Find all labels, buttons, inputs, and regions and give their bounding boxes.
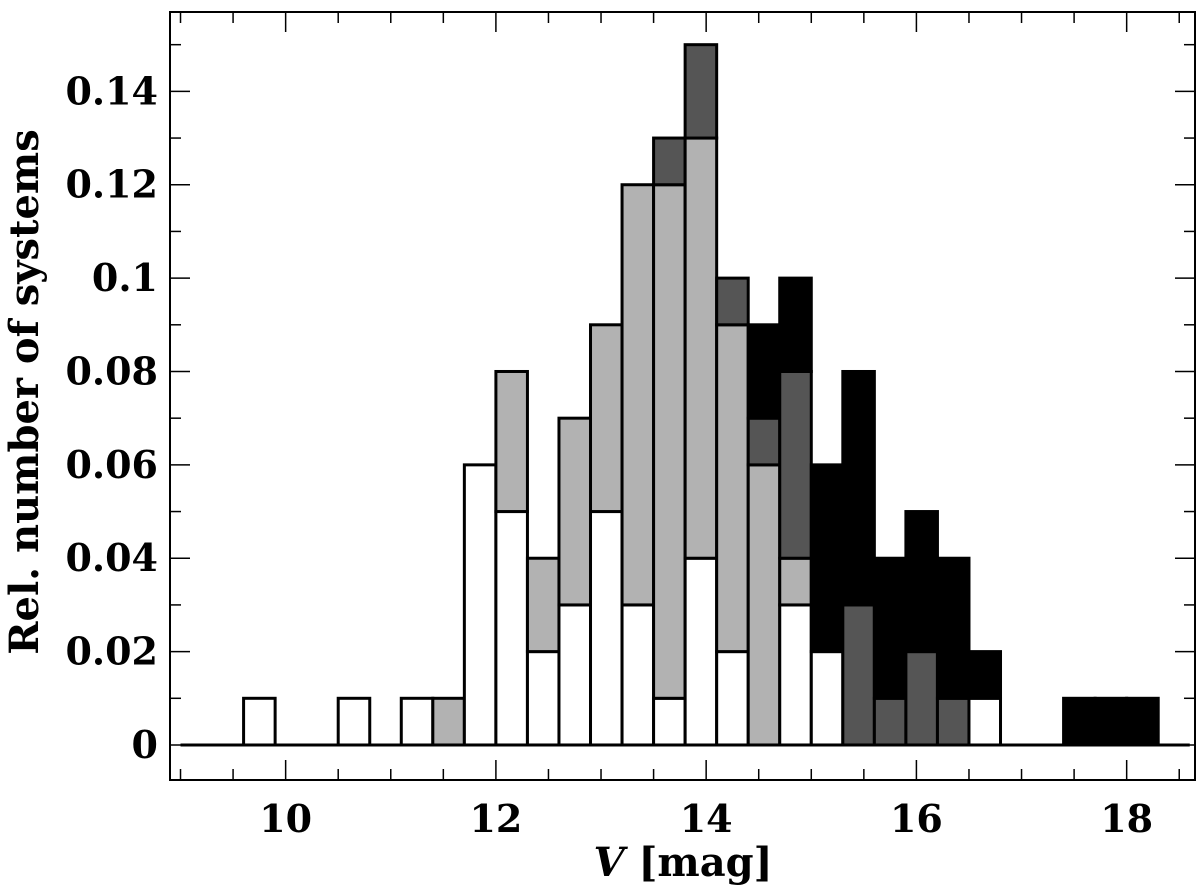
bar-segment-4 xyxy=(872,556,908,700)
y-axis-label: Rel. number of systems xyxy=(1,129,48,655)
y-tick-label: 0 xyxy=(132,722,158,767)
y-tick-label: 0.02 xyxy=(65,629,158,674)
bar-segment-2 xyxy=(620,183,656,607)
y-tick-labels: 0 0.02 0.04 0.06 0.08 0.1 0.12 0.14 xyxy=(65,68,158,767)
bar-segment-1 xyxy=(683,556,719,747)
bar-segment-4 xyxy=(746,323,782,420)
bar-segment-2 xyxy=(557,416,593,607)
bar-segment-1 xyxy=(620,603,656,747)
bar-segment-3 xyxy=(778,369,813,560)
bar-segment-1 xyxy=(399,696,435,747)
x-axis-label-unit: [mag] xyxy=(638,839,772,886)
bar-segment-4 xyxy=(1093,696,1129,747)
bar-segment-2 xyxy=(683,136,719,560)
x-tick-label: 12 xyxy=(469,796,522,841)
y-tick-label: 0.08 xyxy=(65,348,158,393)
bar-segment-1 xyxy=(715,650,750,747)
bar-segment-1 xyxy=(557,603,593,747)
bar-segment-1 xyxy=(242,696,277,747)
bar-segment-4 xyxy=(935,556,971,700)
x-tick-label: 14 xyxy=(680,796,733,841)
bar-segment-1 xyxy=(494,510,529,747)
y-tick-label: 0.14 xyxy=(65,68,158,113)
bar-segment-3 xyxy=(904,650,939,747)
bar-segment-3 xyxy=(715,276,750,327)
bar-segment-4 xyxy=(778,276,813,373)
plot-frame xyxy=(169,11,1196,781)
bars-layer xyxy=(242,43,1160,747)
bar-segment-2 xyxy=(431,696,466,747)
bar-segment-3 xyxy=(872,696,908,747)
bar-segment-1 xyxy=(525,650,561,747)
x-tick-labels: 10 12 14 16 18 xyxy=(259,796,1153,841)
bar-segment-2 xyxy=(494,369,529,514)
bar-segment-2 xyxy=(746,463,782,747)
y-tick-label: 0.12 xyxy=(65,162,158,207)
bar-segment-2 xyxy=(778,556,813,607)
x-tick-label: 10 xyxy=(259,796,312,841)
bar-segment-2 xyxy=(589,323,624,514)
bar-segment-3 xyxy=(652,136,687,187)
bar-segment-4 xyxy=(809,463,845,654)
bar-segment-3 xyxy=(935,696,971,747)
ticks-layer xyxy=(170,12,1195,780)
x-axis-label-variable: V xyxy=(593,839,628,886)
bar-segment-2 xyxy=(715,323,750,654)
bar-segment-3 xyxy=(841,603,876,747)
bar-segment-4 xyxy=(904,510,939,654)
bar-segment-1 xyxy=(462,463,498,747)
x-axis-label: V [mag] xyxy=(593,839,772,886)
x-tick-label: 16 xyxy=(890,796,943,841)
bar-segment-4 xyxy=(1062,696,1097,747)
bar-segment-4 xyxy=(841,369,876,607)
bar-segment-2 xyxy=(525,556,561,654)
bar-segment-4 xyxy=(967,650,1003,700)
bar-segment-1 xyxy=(809,650,845,747)
bar-segment-1 xyxy=(589,510,624,747)
bar-segment-1 xyxy=(967,696,1003,747)
bar-segment-3 xyxy=(746,416,782,467)
bar-segment-1 xyxy=(778,603,813,747)
bar-segment-1 xyxy=(336,696,372,747)
bar-segment-3 xyxy=(683,43,719,140)
x-tick-label: 18 xyxy=(1100,796,1153,841)
bar-segment-2 xyxy=(652,183,687,700)
y-tick-label: 0.04 xyxy=(65,535,158,580)
bar-segment-1 xyxy=(652,696,687,747)
y-tick-label: 0.06 xyxy=(65,442,158,487)
bar-segment-4 xyxy=(1125,696,1160,747)
y-tick-label: 0.1 xyxy=(92,255,158,300)
